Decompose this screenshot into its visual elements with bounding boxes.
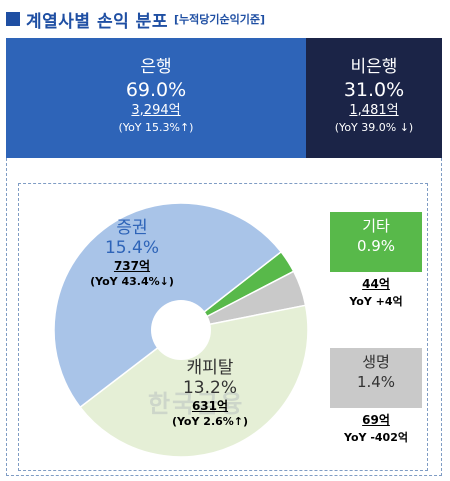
- securities-label: 증권 15.4% 737억 (YoY 43.4%↓): [62, 218, 202, 289]
- securities-amount: 737억: [113, 259, 151, 273]
- life-name: 생명: [362, 353, 390, 371]
- securities-name: 증권: [116, 218, 148, 238]
- capital-pct: 13.2%: [182, 378, 237, 398]
- watermark: 한국금융: [148, 390, 245, 418]
- nonbank-amount: 1,481억: [349, 103, 399, 118]
- nonbank-name: 비은행: [350, 57, 398, 77]
- title-square-icon: [6, 12, 20, 26]
- life-box: 생명 1.4%: [330, 348, 422, 408]
- bank-amount: 3,294억: [131, 103, 181, 118]
- bank-yoy: (YoY 15.3%↑): [118, 121, 194, 134]
- capital-amount: 631억: [191, 399, 229, 413]
- nonbank-yoy: (YoY 39.0% ↓): [334, 121, 414, 134]
- life-pct: 1.4%: [356, 373, 396, 391]
- bank-name: 은행: [140, 57, 172, 77]
- etc-yoy: YoY +4억: [349, 295, 403, 308]
- capital-name: 캐피탈: [186, 358, 234, 378]
- etc-amount: 44억: [362, 277, 390, 291]
- bank-pct: 69.0%: [125, 79, 187, 101]
- chart-subtitle: [누적당기순익기준]: [173, 13, 265, 26]
- chart-title: 계열사별 손익 분포: [26, 11, 168, 32]
- etc-box: 기타 0.9%: [330, 212, 422, 272]
- bank-box: 은행 69.0% 3,294억 (YoY 15.3%↑): [6, 38, 306, 158]
- etc-pct: 0.9%: [356, 237, 396, 255]
- life-amount: 69억: [362, 413, 390, 427]
- pie-slice-capital: [79, 304, 309, 458]
- securities-yoy: (YoY 43.4%↓): [90, 275, 174, 288]
- nonbank-box: 비은행 31.0% 1,481억 (YoY 39.0% ↓): [306, 38, 442, 158]
- etc-name: 기타: [362, 217, 390, 235]
- securities-pct: 15.4%: [104, 238, 159, 258]
- capital-yoy: (YoY 2.6%↑): [171, 415, 249, 428]
- title-row: 계열사별 손익 분포 [누적당기순익기준]: [6, 6, 265, 32]
- life-yoy: YoY -402억: [344, 431, 408, 444]
- capital-label: 캐피탈 13.2% 631억 (YoY 2.6%↑): [140, 358, 280, 429]
- nonbank-detail-frame: [18, 183, 428, 471]
- pie-center-hole: [151, 300, 211, 360]
- nonbank-pct: 31.0%: [343, 79, 405, 101]
